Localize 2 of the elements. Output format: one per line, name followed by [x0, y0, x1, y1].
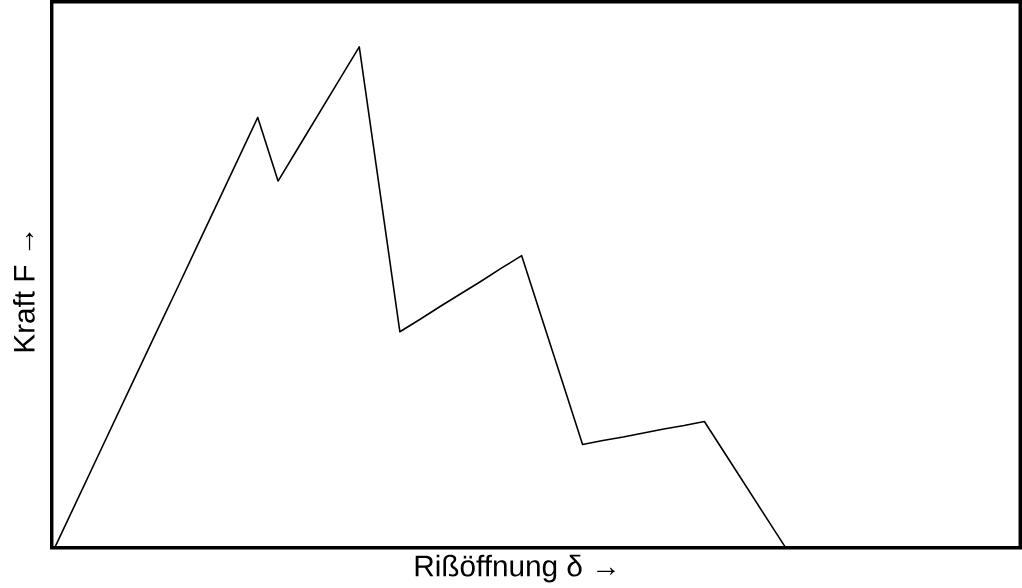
y-axis-title: Kraft F → [12, 232, 35, 352]
x-axis-title: Rißöffnung δ → [415, 554, 615, 583]
